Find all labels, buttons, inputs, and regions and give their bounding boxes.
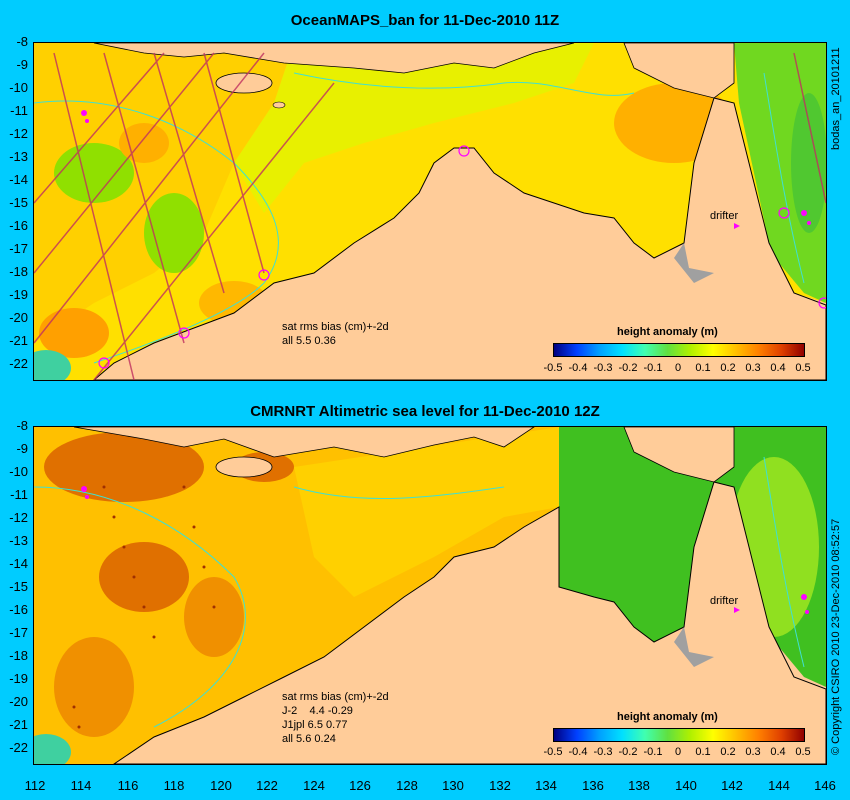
colorbar-tick-label: 0.3 — [745, 362, 761, 374]
colorbar-tick-label: 0.1 — [695, 362, 711, 374]
y-tick-label: -18 — [9, 648, 28, 663]
top-stats-line: all 5.5 0.36 — [282, 335, 336, 347]
x-tick-label: 142 — [721, 778, 743, 793]
colorbar-tick-label: -0.2 — [618, 362, 638, 374]
colorbar-tick-label: -0.1 — [643, 362, 663, 374]
y-tick-label: -20 — [9, 310, 28, 325]
bottom-stats: sat rms bias (cm)+-2d J-2 4.4 -0.29 J1jp… — [282, 690, 389, 746]
x-tick-label: 128 — [396, 778, 418, 793]
x-tick-label: 144 — [768, 778, 790, 793]
colorbar-tick-label: -0.3 — [593, 746, 613, 758]
x-tick-label: 138 — [628, 778, 650, 793]
colorbar-tick-label: 0.3 — [745, 746, 761, 758]
y-tick-label: -8 — [16, 418, 28, 433]
x-tick-label: 122 — [256, 778, 278, 793]
top-drifter-label: drifter — [710, 210, 739, 222]
top-map-graphic — [34, 43, 826, 380]
top-map — [33, 42, 827, 381]
bottom-colorbar — [553, 728, 805, 742]
bottom-legend-title: height anomaly (m) — [617, 711, 718, 723]
y-tick-label: -21 — [9, 333, 28, 348]
y-tick-label: -12 — [9, 510, 28, 525]
colorbar-tick-label: -0.1 — [643, 746, 663, 758]
bottom-map-graphic — [34, 427, 826, 764]
x-tick-label: 114 — [70, 778, 92, 793]
y-tick-label: -17 — [9, 625, 28, 640]
bottom-stats-line: J-2 4.4 -0.29 — [282, 705, 353, 717]
y-tick-label: -19 — [9, 671, 28, 686]
x-tick-label: 130 — [442, 778, 464, 793]
y-tick-label: -14 — [9, 172, 28, 187]
y-tick-label: -17 — [9, 241, 28, 256]
y-tick-label: -16 — [9, 218, 28, 233]
colorbar-tick-label: 0.4 — [770, 362, 786, 374]
y-tick-label: -18 — [9, 264, 28, 279]
y-tick-label: -22 — [9, 740, 28, 755]
x-tick-label: 126 — [349, 778, 371, 793]
y-tick-label: -13 — [9, 149, 28, 164]
x-tick-label: 124 — [303, 778, 325, 793]
top-stats: sat rms bias (cm)+-2d all 5.5 0.36 — [282, 320, 389, 348]
bottom-drifter-label: drifter — [710, 595, 739, 607]
colorbar-tick-label: -0.4 — [568, 746, 588, 758]
colorbar-tick-label: -0.5 — [543, 746, 563, 758]
top-panel-title: OceanMAPS_ban for 11-Dec-2010 11Z — [290, 12, 560, 29]
bottom-stats-line: J1jpl 6.5 0.77 — [282, 719, 348, 731]
y-tick-label: -11 — [10, 487, 28, 502]
y-tick-label: -9 — [16, 441, 28, 456]
colorbar-tick-label: 0.5 — [795, 362, 811, 374]
y-tick-label: -15 — [9, 579, 28, 594]
y-tick-label: -9 — [16, 57, 28, 72]
y-tick-label: -8 — [16, 34, 28, 49]
x-tick-label: 140 — [675, 778, 697, 793]
y-tick-label: -19 — [9, 287, 28, 302]
bottom-stats-line: sat rms bias (cm)+-2d — [282, 691, 389, 703]
top-legend-title: height anomaly (m) — [617, 326, 718, 338]
y-tick-label: -20 — [9, 694, 28, 709]
x-tick-label: 112 — [24, 778, 46, 793]
top-side-label: bodas_an_20101211 — [830, 47, 842, 150]
x-tick-label: 116 — [117, 778, 139, 793]
colorbar-tick-label: -0.2 — [618, 746, 638, 758]
top-colorbar — [553, 343, 805, 357]
colorbar-tick-label: 0.2 — [720, 746, 736, 758]
x-tick-label: 136 — [582, 778, 604, 793]
colorbar-tick-label: 0.2 — [720, 362, 736, 374]
colorbar-tick-label: -0.4 — [568, 362, 588, 374]
x-tick-label: 118 — [163, 778, 185, 793]
x-tick-label: 146 — [814, 778, 836, 793]
x-tick-label: 134 — [535, 778, 557, 793]
colorbar-tick-label: 0 — [674, 746, 682, 758]
y-tick-label: -14 — [9, 556, 28, 571]
colorbar-tick-label: -0.5 — [543, 362, 563, 374]
colorbar-tick-label: 0 — [674, 362, 682, 374]
y-tick-label: -16 — [9, 602, 28, 617]
bottom-side-label: © Copyright CSIRO 2010 23-Dec-2010 08:52… — [830, 518, 842, 755]
colorbar-tick-label: 0.5 — [795, 746, 811, 758]
colorbar-tick-label: 0.1 — [695, 746, 711, 758]
y-tick-label: -10 — [9, 80, 28, 95]
bottom-stats-line: all 5.6 0.24 — [282, 733, 336, 745]
x-tick-label: 120 — [210, 778, 232, 793]
y-tick-label: -13 — [9, 533, 28, 548]
colorbar-tick-label: 0.4 — [770, 746, 786, 758]
y-tick-label: -10 — [9, 464, 28, 479]
y-tick-label: -21 — [9, 717, 28, 732]
y-tick-label: -15 — [9, 195, 28, 210]
y-tick-label: -12 — [9, 126, 28, 141]
y-tick-label: -22 — [9, 356, 28, 371]
colorbar-tick-label: -0.3 — [593, 362, 613, 374]
top-stats-line: sat rms bias (cm)+-2d — [282, 321, 389, 333]
bottom-map — [33, 426, 827, 765]
x-tick-label: 132 — [489, 778, 511, 793]
bottom-panel-title: CMRNRT Altimetric sea level for 11-Dec-2… — [250, 403, 600, 420]
y-tick-label: -11 — [10, 103, 28, 118]
